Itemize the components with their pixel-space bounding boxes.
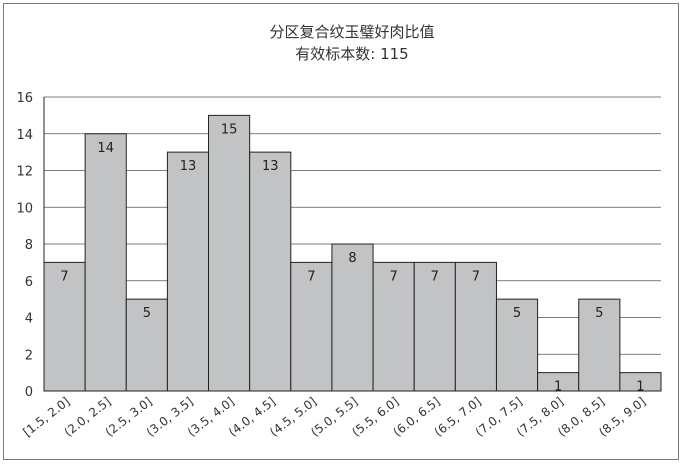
data-label: 7 bbox=[431, 269, 439, 284]
y-tick-label: 14 bbox=[16, 128, 33, 143]
data-label: 7 bbox=[472, 269, 480, 284]
data-label: 7 bbox=[307, 269, 315, 284]
chart-subtitle: 有效标本数: 115 bbox=[295, 45, 408, 63]
data-label: 13 bbox=[262, 159, 279, 174]
y-tick-label: 8 bbox=[25, 238, 33, 253]
bar bbox=[495, 298, 539, 392]
y-tick-label: 2 bbox=[25, 348, 33, 363]
data-label: 7 bbox=[389, 269, 397, 284]
y-tick-label: 6 bbox=[25, 275, 33, 290]
bar bbox=[249, 151, 292, 392]
bar bbox=[372, 261, 415, 392]
y-tick-label: 0 bbox=[25, 385, 33, 400]
data-label: 13 bbox=[180, 159, 197, 174]
data-label: 1 bbox=[554, 380, 562, 395]
y-tick-label: 10 bbox=[16, 201, 33, 216]
bar bbox=[208, 114, 251, 392]
y-axis-ticks: 0 2 4 6 8 10 12 14 16 bbox=[16, 91, 33, 400]
y-tick-label: 4 bbox=[25, 312, 33, 327]
x-axis-ticks: [1.5, 2.0](2.0, 2.5](2.5, 3.0](3.0, 3.5]… bbox=[20, 394, 648, 439]
bar bbox=[84, 133, 127, 392]
data-label: 14 bbox=[97, 141, 114, 156]
data-label: 5 bbox=[143, 306, 151, 321]
y-tick-label: 12 bbox=[16, 165, 33, 180]
data-label: 5 bbox=[513, 306, 521, 321]
y-tick-label: 16 bbox=[16, 91, 33, 106]
data-label: 7 bbox=[60, 269, 68, 284]
x-tick-label: (8.5, 9.0] bbox=[596, 394, 648, 439]
data-label: 8 bbox=[348, 251, 356, 266]
bars bbox=[43, 114, 662, 392]
data-label: 15 bbox=[221, 122, 238, 137]
bar bbox=[290, 261, 333, 392]
bar bbox=[166, 151, 210, 392]
bar bbox=[413, 261, 456, 392]
bar bbox=[331, 243, 374, 392]
chart-title: 分区复合纹玉璧好肉比值 bbox=[269, 23, 434, 41]
data-label: 5 bbox=[595, 306, 603, 321]
data-label: 1 bbox=[636, 380, 644, 395]
